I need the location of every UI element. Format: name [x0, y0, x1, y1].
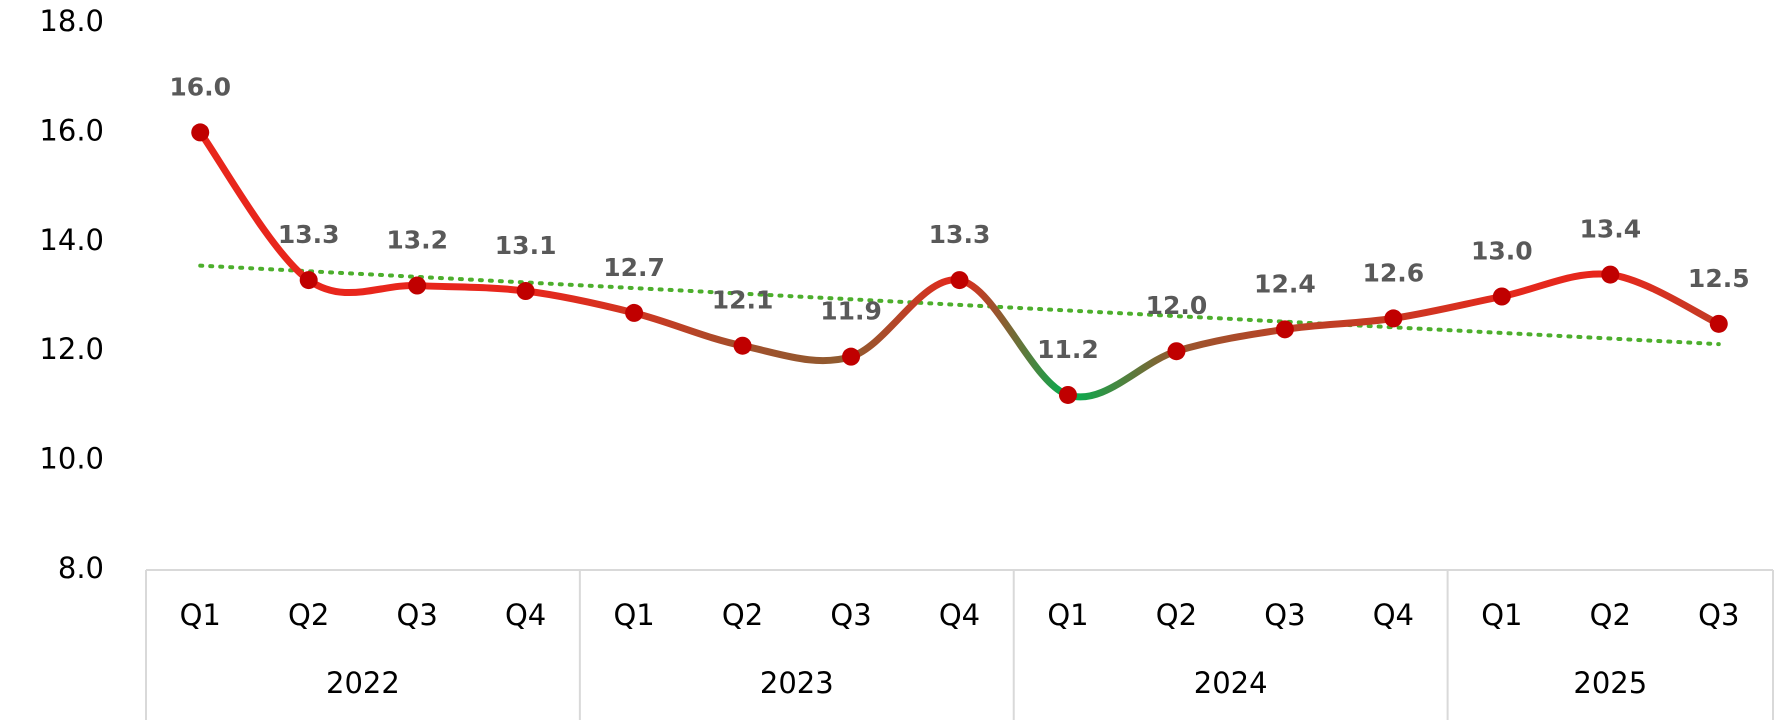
data-label: 13.0: [1471, 237, 1533, 266]
x-tick-label: Q2: [288, 598, 329, 632]
x-tick-label: Q1: [1481, 598, 1522, 632]
data-label: 12.1: [712, 286, 774, 315]
x-tick-label: Q3: [1698, 598, 1739, 632]
marker: [842, 347, 861, 366]
marker: [1384, 309, 1403, 328]
data-label: 12.4: [1254, 269, 1316, 298]
x-tick-label: Q4: [939, 598, 980, 632]
marker: [950, 271, 969, 290]
x-tick-label: Q1: [180, 598, 221, 632]
data-label: 13.3: [929, 220, 991, 249]
marker: [1492, 287, 1511, 306]
x-tick-label: Q4: [1373, 598, 1414, 632]
x-tick-label: Q2: [722, 598, 763, 632]
data-label: 12.5: [1688, 264, 1750, 293]
x-tick-label: Q1: [613, 598, 654, 632]
marker: [191, 123, 210, 142]
trendline: [198, 263, 1721, 347]
y-tick-label: 12.0: [39, 332, 104, 366]
marker: [1167, 342, 1186, 361]
marker: [1058, 385, 1077, 404]
marker: [1275, 320, 1294, 339]
data-label: 11.2: [1037, 335, 1099, 364]
x-tick-label: Q3: [397, 598, 438, 632]
x-tick-label: Q2: [1156, 598, 1197, 632]
x-tick-label: Q2: [1590, 598, 1631, 632]
marker: [1601, 265, 1620, 284]
y-tick-label: 8.0: [58, 551, 104, 585]
y-tick-label: 10.0: [39, 442, 104, 476]
data-label: 13.1: [495, 231, 557, 260]
marker: [1709, 314, 1728, 333]
marker: [625, 303, 644, 322]
group-label: 2022: [326, 666, 400, 700]
y-tick-label: 16.0: [39, 113, 104, 147]
marker: [408, 276, 427, 295]
marker: [299, 271, 318, 290]
x-tick-label: Q3: [830, 598, 871, 632]
marker: [516, 282, 535, 301]
y-tick-label: 18.0: [39, 4, 104, 38]
x-tick-label: Q3: [1264, 598, 1305, 632]
group-label: 2024: [1194, 666, 1268, 700]
y-tick-label: 14.0: [39, 223, 104, 257]
group-label: 2023: [760, 666, 834, 700]
marker: [733, 336, 752, 355]
data-label: 16.0: [169, 72, 231, 101]
group-label: 2025: [1573, 666, 1647, 700]
data-label: 12.7: [603, 253, 665, 282]
data-label: 13.2: [386, 226, 448, 255]
data-label: 13.4: [1579, 215, 1641, 244]
data-label: 13.3: [278, 220, 340, 249]
data-label: 12.6: [1363, 258, 1425, 287]
data-label: 12.0: [1146, 291, 1208, 320]
data-label: 11.9: [820, 297, 882, 326]
x-tick-label: Q1: [1047, 598, 1088, 632]
x-tick-label: Q4: [505, 598, 546, 632]
